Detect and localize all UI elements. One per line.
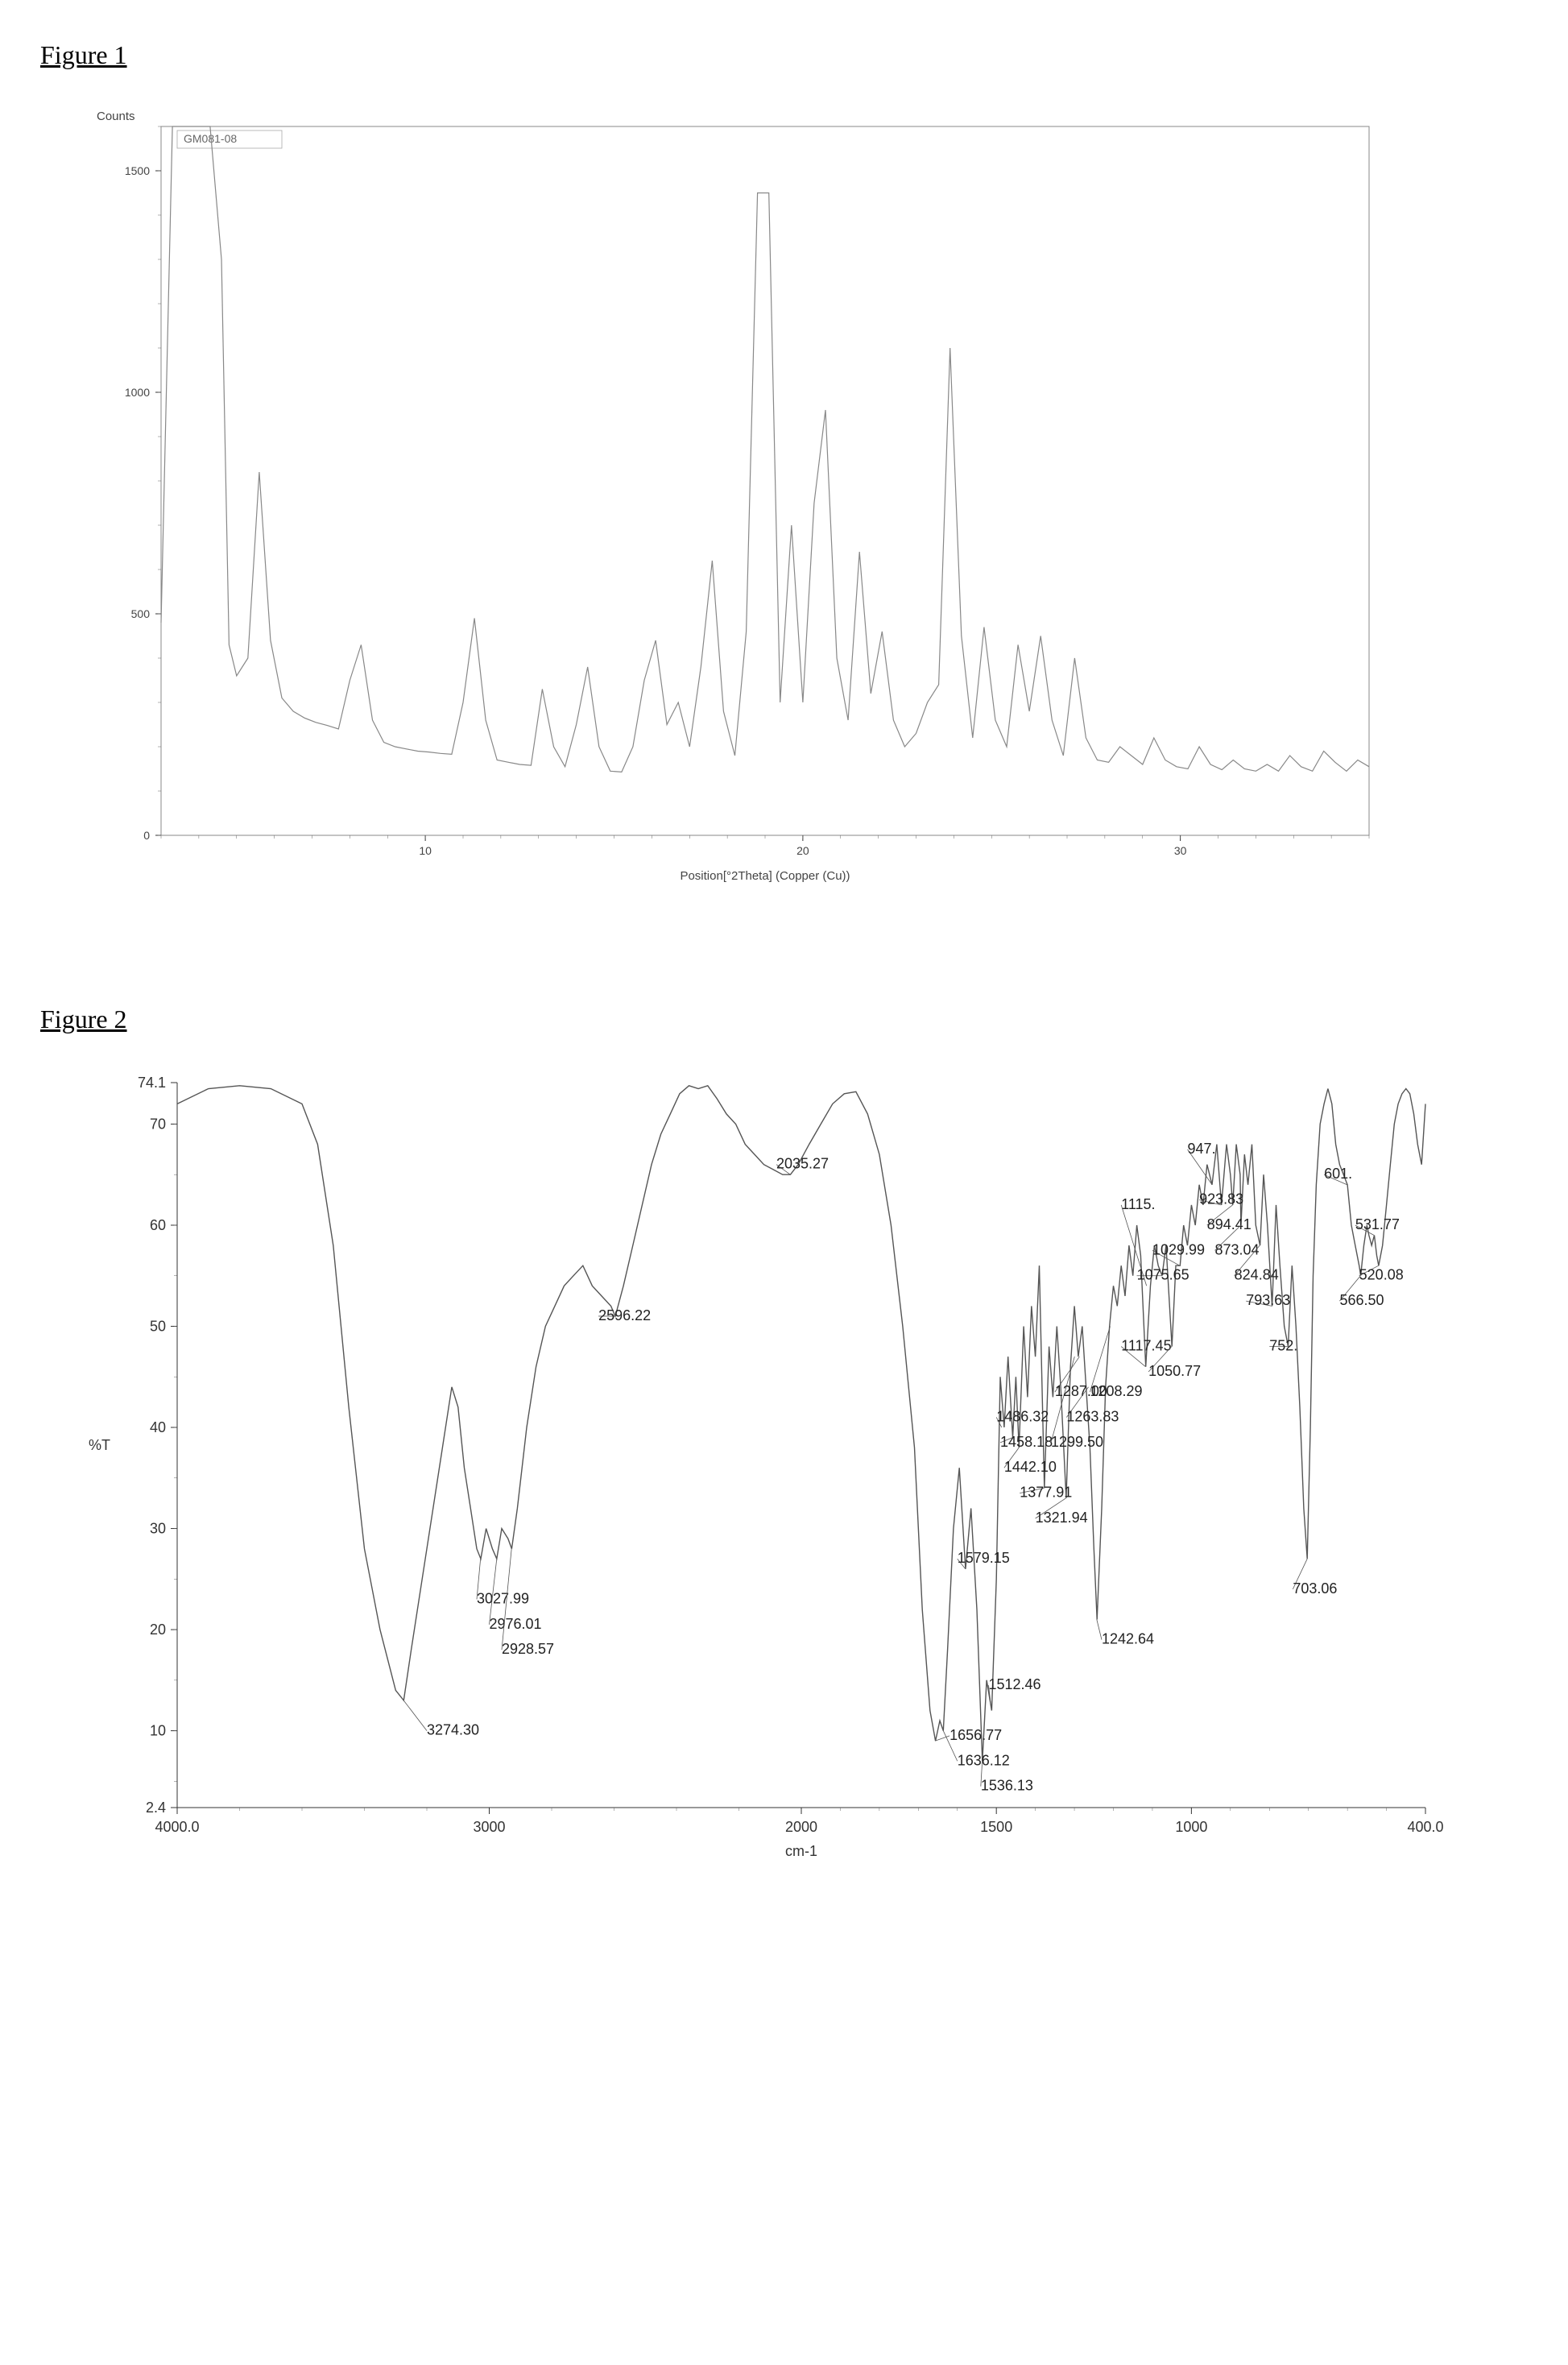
peak-label: 703.06 bbox=[1293, 1580, 1337, 1597]
y-tick-label: 74.1 bbox=[138, 1075, 166, 1091]
x-tick-label: 20 bbox=[796, 844, 809, 857]
y-tick-label: 70 bbox=[150, 1116, 166, 1132]
peak-label: 1029.99 bbox=[1152, 1241, 1205, 1257]
peak-label: 2976.01 bbox=[490, 1616, 542, 1632]
plot-frame bbox=[161, 126, 1369, 835]
peak-label: 1242.64 bbox=[1102, 1631, 1154, 1647]
y-tick-label: 20 bbox=[150, 1622, 166, 1638]
x-tick-label: 4000.0 bbox=[155, 1819, 199, 1835]
x-tick-label: 30 bbox=[1174, 844, 1187, 857]
peak-label: 1486.32 bbox=[996, 1408, 1049, 1424]
peak-label: 1075.65 bbox=[1137, 1267, 1189, 1283]
peak-label: 3274.30 bbox=[427, 1722, 479, 1738]
peak-label: 1458.18 bbox=[1000, 1434, 1053, 1450]
peak-label: 1442.10 bbox=[1004, 1459, 1057, 1475]
y-axis-label: %T bbox=[89, 1437, 110, 1453]
peak-label: 601. bbox=[1324, 1166, 1352, 1182]
y-tick-label: 1000 bbox=[125, 386, 150, 399]
peak-label: 1656.77 bbox=[949, 1727, 1002, 1743]
figure-1-block: Figure 1 Counts 0 500 1000 1500 10 20 30 Positio… bbox=[40, 40, 1528, 940]
peak-label: 894.41 bbox=[1207, 1216, 1252, 1232]
ir-chart: 2.4 10 20 30 40 50 60 70 74.1 %T 4000.0 3000 2000 150… bbox=[40, 1058, 1528, 1904]
peak-label: 752. bbox=[1269, 1338, 1297, 1354]
figure-2-title: Figure 2 bbox=[40, 1004, 1528, 1034]
peak-label: 2928.57 bbox=[502, 1641, 554, 1657]
peak-leader bbox=[403, 1700, 427, 1731]
y-tick-label: 50 bbox=[150, 1319, 166, 1335]
ir-svg: 2.4 10 20 30 40 50 60 70 74.1 %T 4000.0 3000 2000 150… bbox=[40, 1058, 1450, 1904]
y-tick-label: 1500 bbox=[125, 164, 150, 177]
peak-label: 1117.45 bbox=[1121, 1338, 1171, 1354]
y-tick-label: 30 bbox=[150, 1521, 166, 1537]
x-tick-label: 2000 bbox=[785, 1819, 817, 1835]
peak-label: 824.84 bbox=[1235, 1267, 1279, 1283]
peak-label: 2596.22 bbox=[598, 1307, 651, 1323]
xrd-svg: Counts 0 500 1000 1500 10 20 30 Position[°2Theta… bbox=[40, 94, 1409, 940]
peak-label: 1636.12 bbox=[958, 1752, 1010, 1768]
peak-label: 531.77 bbox=[1355, 1216, 1400, 1232]
figure-2-block: Figure 2 2.4 10 20 30 40 50 60 70 74.1 %T 4000.0 30… bbox=[40, 1004, 1528, 1904]
peak-label: 1536.13 bbox=[981, 1778, 1033, 1794]
y-tick-label: 0 bbox=[143, 829, 150, 842]
peak-label: 873.04 bbox=[1214, 1241, 1259, 1257]
peak-label: 1208.29 bbox=[1090, 1383, 1142, 1399]
x-tick-label: 1000 bbox=[1175, 1819, 1207, 1835]
peak-label: 566.50 bbox=[1339, 1292, 1384, 1308]
figure-1-title: Figure 1 bbox=[40, 40, 1528, 70]
x-tick-label: 1500 bbox=[980, 1819, 1012, 1835]
x-axis-label: Position[°2Theta] (Copper (Cu)) bbox=[680, 869, 850, 883]
peak-label: 1263.83 bbox=[1066, 1408, 1119, 1424]
peak-label: 1377.91 bbox=[1020, 1485, 1072, 1501]
peak-label: 1115. bbox=[1121, 1196, 1155, 1212]
peak-label: 520.08 bbox=[1359, 1267, 1404, 1283]
peak-label: 923.83 bbox=[1199, 1191, 1243, 1207]
peak-label: 1050.77 bbox=[1148, 1363, 1201, 1379]
y-tick-label: 500 bbox=[131, 607, 151, 620]
peak-label: 2035.27 bbox=[776, 1156, 829, 1172]
x-tick-label: 3000 bbox=[473, 1819, 505, 1835]
peak-label: 947. bbox=[1188, 1141, 1216, 1157]
x-tick-label: 400.0 bbox=[1407, 1819, 1443, 1835]
peak-label: 1512.46 bbox=[989, 1676, 1041, 1692]
y-tick-label: 60 bbox=[150, 1217, 166, 1233]
peak-label: 793.63 bbox=[1246, 1292, 1290, 1308]
y-tick-label: 10 bbox=[150, 1723, 166, 1739]
x-tick-label: 10 bbox=[419, 844, 432, 857]
xrd-trace bbox=[161, 126, 1369, 772]
xrd-chart: Counts 0 500 1000 1500 10 20 30 Position[°2Theta… bbox=[40, 94, 1528, 940]
ir-trace bbox=[177, 1086, 1425, 1762]
peak-label: 1299.50 bbox=[1051, 1434, 1103, 1450]
y-axis-label: Counts bbox=[97, 110, 135, 123]
peak-label: 3027.99 bbox=[477, 1590, 529, 1606]
y-tick-label: 40 bbox=[150, 1419, 166, 1435]
peak-label: 1321.94 bbox=[1036, 1510, 1088, 1526]
peak-label: 1579.15 bbox=[958, 1550, 1010, 1566]
y-tick-label: 2.4 bbox=[146, 1800, 166, 1816]
x-axis-label: cm-1 bbox=[785, 1843, 817, 1859]
